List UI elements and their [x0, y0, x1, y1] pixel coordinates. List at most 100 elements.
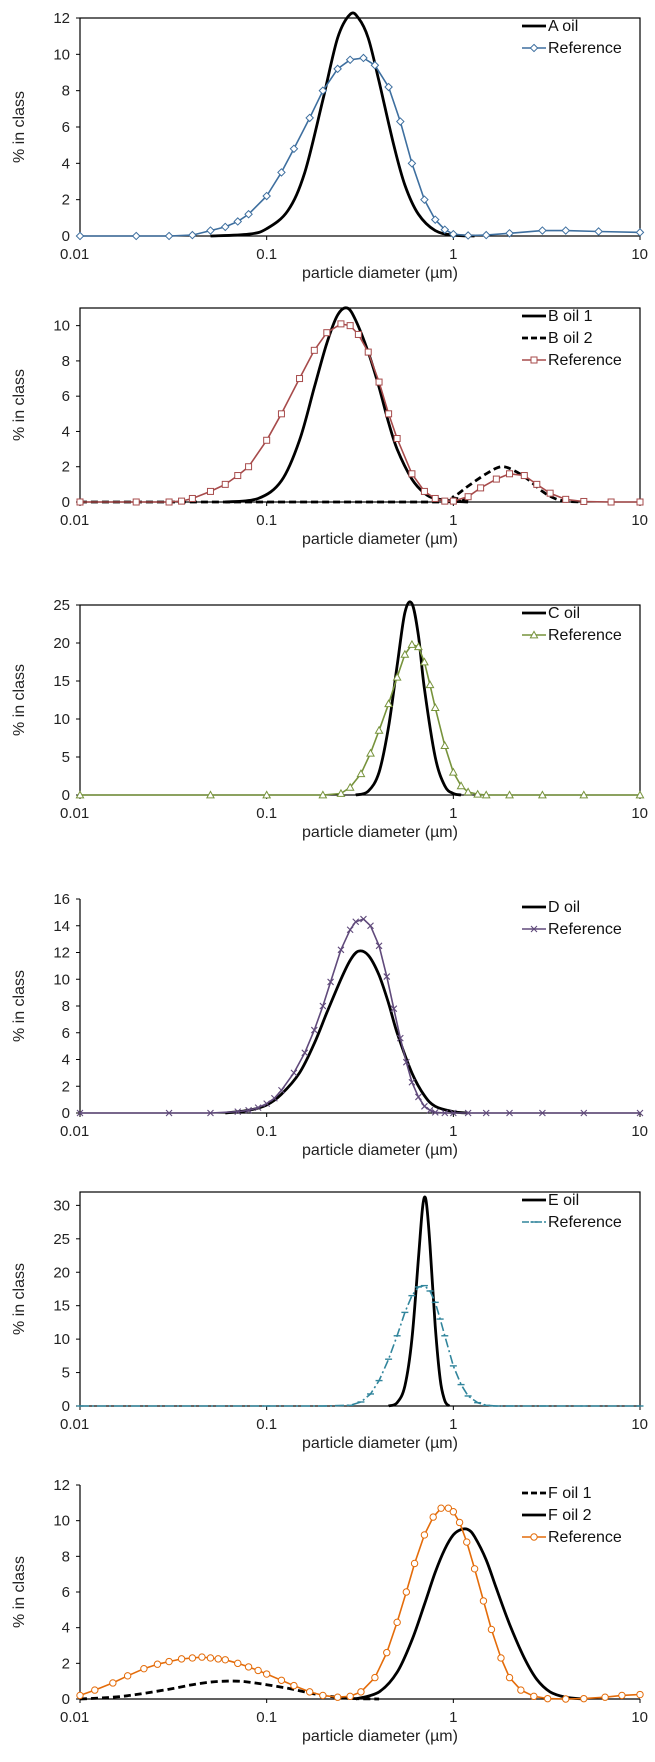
series-a-1 [210, 11, 475, 238]
data-point [354, 330, 362, 338]
series-e-2 [76, 1284, 644, 1407]
data-point [441, 497, 449, 505]
data-point [371, 1673, 379, 1682]
data-point [538, 226, 547, 235]
legend-label: Reference [548, 1529, 622, 1546]
series-b-2 [80, 465, 584, 504]
data-point [636, 1690, 644, 1699]
data-point [579, 790, 589, 799]
data-point [543, 1694, 552, 1703]
data-point [263, 1100, 271, 1108]
y-tick-label: 25 [53, 1231, 70, 1248]
x-tick-label: 0.01 [60, 1123, 89, 1140]
data-point [383, 1648, 391, 1657]
data-point [262, 1670, 271, 1678]
data-point [319, 1691, 327, 1700]
data-point [346, 1692, 354, 1701]
x-axis-label: particle diameter (µm) [302, 265, 458, 282]
data-point [607, 498, 615, 506]
data-point [271, 1094, 278, 1102]
data-point [396, 1034, 404, 1042]
y-tick-label: 8 [62, 83, 70, 100]
y-tick-label: 10 [53, 1331, 70, 1348]
series-line-f-2 [355, 1527, 584, 1701]
y-tick-label: 20 [53, 1264, 70, 1281]
data-point [319, 1002, 327, 1010]
data-point [206, 1654, 215, 1662]
data-point [289, 144, 299, 154]
y-tick-label: 16 [53, 891, 70, 908]
series-f-3 [76, 1504, 644, 1703]
legend: F oil 1 F oil 2 Reference [522, 1485, 622, 1546]
legend-label: C oil [548, 605, 580, 622]
y-tick-label: 5 [62, 749, 70, 766]
data-point [440, 225, 450, 234]
legend-marker [529, 630, 539, 639]
data-point [318, 790, 328, 799]
y-tick-label: 5 [62, 1365, 70, 1382]
x-axis-label: particle diameter (µm) [302, 824, 458, 841]
data-point [456, 781, 466, 790]
y-tick-label: 8 [62, 353, 70, 370]
data-point [75, 231, 85, 241]
data-point [278, 1086, 285, 1094]
series-c-1 [355, 600, 462, 797]
data-point [153, 1660, 162, 1668]
series-b-3 [76, 320, 644, 506]
data-point [367, 922, 374, 930]
data-point [449, 1109, 457, 1117]
y-tick-label: 0 [62, 494, 70, 511]
data-point [420, 195, 429, 204]
legend: B oil 1 B oil 2 Reference [522, 308, 622, 369]
data-point [408, 1078, 416, 1086]
x-tick-label: 1 [449, 512, 457, 529]
data-point [206, 487, 214, 495]
data-point [374, 725, 384, 734]
x-tick-label: 10 [631, 1123, 648, 1140]
data-point [131, 231, 141, 241]
data-point [352, 918, 360, 926]
data-point [492, 475, 500, 483]
data-point [290, 1681, 298, 1690]
data-point [505, 1673, 514, 1682]
data-point [263, 436, 271, 444]
series-line-e-1 [388, 1195, 451, 1408]
y-tick-label: 12 [53, 1477, 70, 1494]
data-point [207, 1109, 214, 1117]
y-tick-label: 0 [62, 1105, 70, 1122]
legend-label: B oil 2 [548, 330, 593, 347]
legend: D oil Reference [522, 899, 622, 938]
data-point [198, 1653, 206, 1661]
data-point [487, 1625, 496, 1634]
legend: E oil Reference [522, 1192, 622, 1231]
data-point [384, 699, 394, 708]
data-point [481, 230, 491, 240]
x-tick-label: 0.01 [60, 1416, 89, 1433]
data-point [580, 1109, 588, 1117]
data-point [463, 231, 473, 240]
data-point [537, 790, 547, 799]
series-line-b-2 [80, 465, 584, 504]
x-tick-label: 1 [449, 1709, 457, 1726]
data-point [562, 495, 570, 503]
data-point [337, 946, 345, 954]
y-tick-label: 6 [62, 119, 70, 136]
series-f-2 [355, 1527, 584, 1701]
y-axis-label: % in class [11, 970, 28, 1042]
x-tick-label: 0.01 [60, 1709, 89, 1726]
data-point [375, 942, 383, 950]
data-point [635, 228, 645, 237]
y-axis-label: % in class [11, 369, 28, 441]
data-point [318, 86, 328, 95]
data-point [400, 649, 410, 658]
data-point [244, 1663, 253, 1671]
data-point [402, 1588, 411, 1596]
chart-c: 0 5 10 15 20 25 0.01 0.1 1 10 particle diameter (µ… [11, 597, 648, 841]
y-tick-label: 0 [62, 1398, 70, 1415]
x-tick-label: 0.1 [256, 512, 277, 529]
data-point [123, 1672, 132, 1680]
data-point [76, 498, 84, 506]
x-tick-label: 0.1 [256, 1416, 277, 1433]
data-point [346, 322, 354, 330]
data-point [479, 1597, 488, 1605]
